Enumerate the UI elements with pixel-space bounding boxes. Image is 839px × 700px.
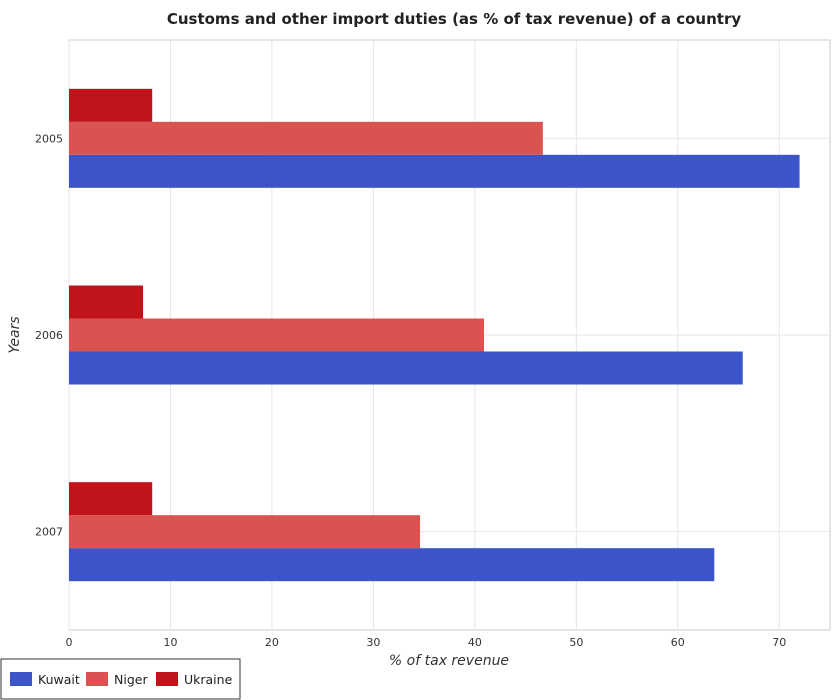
legend-box — [0, 658, 241, 700]
bar-niger-2006 — [69, 318, 484, 352]
y-tick-label: 2006 — [35, 329, 63, 342]
bar-kuwait-2006 — [69, 351, 743, 385]
x-tick-label: 60 — [671, 636, 685, 649]
x-tick-label: 70 — [772, 636, 786, 649]
legend-swatch-niger — [86, 672, 108, 686]
bar-ukraine-2005 — [69, 88, 153, 122]
x-axis-ticks: 0 10 20 30 40 50 60 70 — [66, 636, 787, 649]
legend-label-niger: Niger — [114, 672, 148, 687]
y-axis-label: Years — [7, 316, 23, 353]
x-tick-label: 40 — [468, 636, 482, 649]
legend-swatch-ukraine — [156, 672, 178, 686]
legend-label-kuwait: Kuwait — [38, 672, 80, 687]
bar-ukraine-2007 — [69, 482, 153, 516]
x-axis-label: % of tax revenue — [389, 653, 509, 669]
x-tick-label: 30 — [366, 636, 380, 649]
x-tick-label: 0 — [66, 636, 73, 649]
bar-niger-2007 — [69, 515, 421, 549]
y-tick-label: 2005 — [35, 132, 63, 145]
bar-kuwait-2007 — [69, 548, 715, 582]
bar-ukraine-2006 — [69, 285, 144, 319]
y-axis-ticks: 2005 2006 2007 — [35, 132, 63, 538]
legend-swatch-kuwait — [10, 672, 32, 686]
legend: Kuwait Niger Ukraine — [0, 658, 241, 700]
bars — [69, 88, 800, 582]
x-tick-label: 10 — [163, 636, 177, 649]
bar-niger-2005 — [69, 121, 543, 155]
plot-area: 0 10 20 30 40 50 60 70 2005 2006 2007 — [35, 39, 831, 649]
y-tick-label: 2007 — [35, 526, 63, 539]
x-tick-label: 50 — [569, 636, 583, 649]
chart-title: Customs and other import duties (as % of… — [167, 10, 742, 28]
x-tick-label: 20 — [265, 636, 279, 649]
legend-label-ukraine: Ukraine — [184, 672, 233, 687]
bar-kuwait-2005 — [69, 154, 800, 188]
